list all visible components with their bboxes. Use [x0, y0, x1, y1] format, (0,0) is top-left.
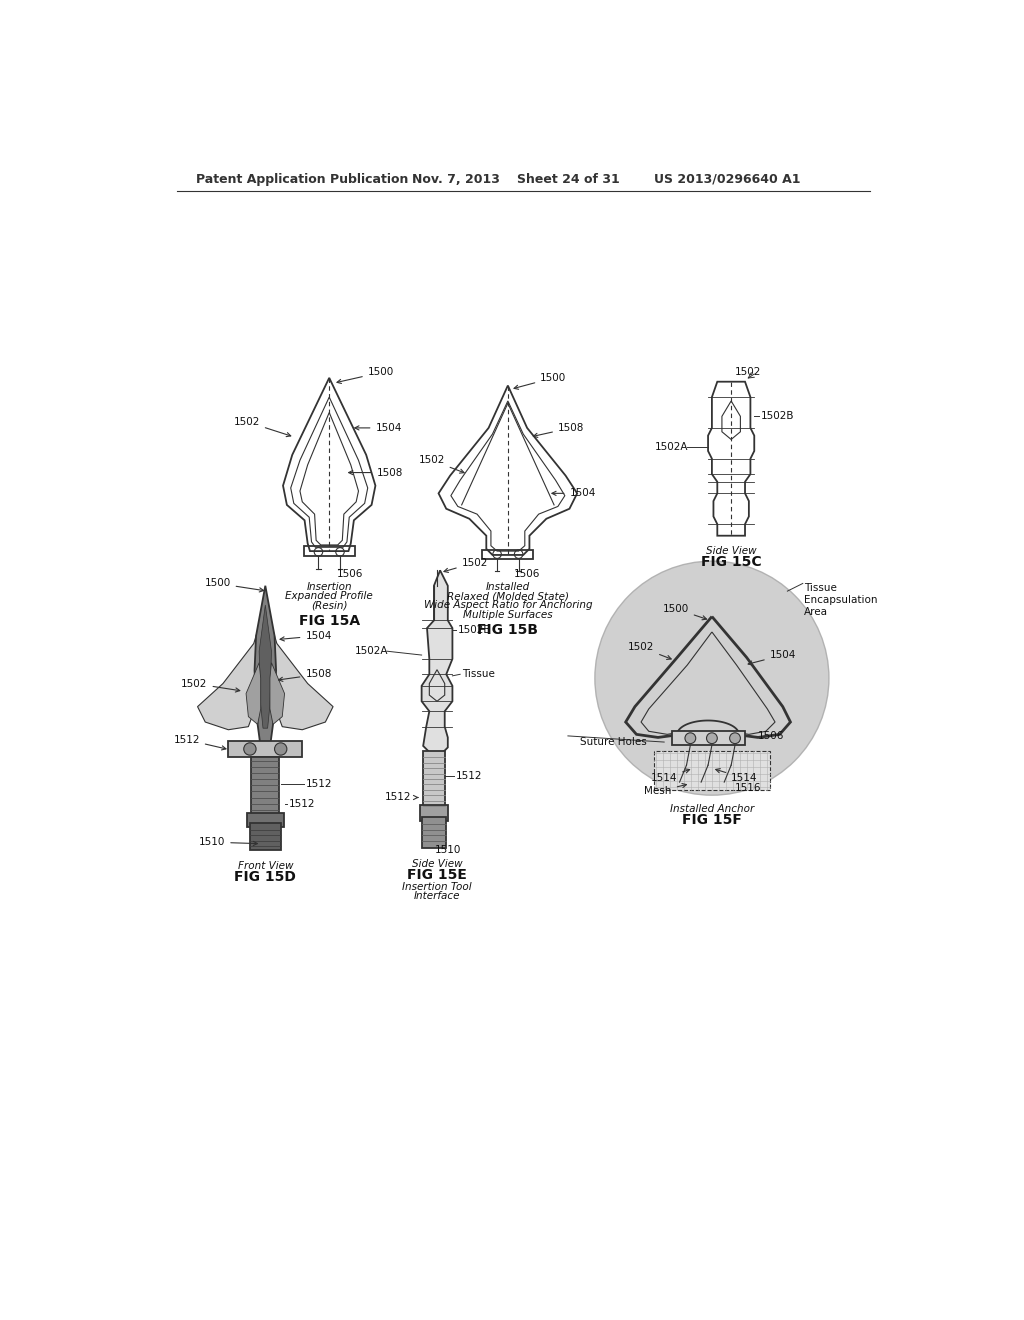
Text: 1508: 1508 [534, 422, 585, 437]
Text: 1502B: 1502B [761, 412, 794, 421]
Text: 1508: 1508 [279, 669, 332, 681]
Text: 1504: 1504 [354, 422, 401, 433]
Text: 1516: 1516 [735, 783, 762, 793]
Bar [247, 813, 284, 826]
Polygon shape [198, 605, 265, 730]
Text: 1508: 1508 [348, 467, 403, 478]
Text: FIG 15B: FIG 15B [477, 623, 539, 638]
Text: 1506: 1506 [337, 569, 364, 579]
Text: Suture Holes: Suture Holes [580, 737, 646, 747]
Text: 1506: 1506 [514, 569, 541, 579]
Text: Multiple Surfaces: Multiple Surfaces [463, 610, 553, 619]
Text: Front View: Front View [238, 861, 293, 871]
Bar [482, 549, 534, 558]
Text: Nov. 7, 2013: Nov. 7, 2013 [412, 173, 500, 186]
Text: Patent Application Publication: Patent Application Publication [196, 173, 409, 186]
Circle shape [730, 733, 740, 743]
Text: Sheet 24 of 31: Sheet 24 of 31 [517, 173, 620, 186]
Text: FIG 15A: FIG 15A [299, 614, 359, 628]
Bar [654, 751, 770, 789]
Text: Tissue: Tissue [462, 669, 495, 680]
Text: Relaxed (Molded State): Relaxed (Molded State) [446, 591, 569, 601]
Text: 1502: 1502 [419, 455, 464, 473]
Text: 1502: 1502 [628, 643, 671, 660]
Text: 1502B: 1502B [458, 624, 492, 635]
Bar [672, 731, 745, 744]
Text: Side View: Side View [412, 859, 462, 869]
Text: 1512: 1512 [385, 792, 418, 803]
Bar [304, 546, 354, 557]
Text: 1512: 1512 [305, 779, 332, 788]
Text: 1500: 1500 [337, 367, 394, 384]
Text: 1512: 1512 [289, 799, 315, 809]
Bar [422, 817, 446, 847]
Text: Expanded Profile: Expanded Profile [286, 591, 373, 601]
Text: Mesh: Mesh [644, 784, 686, 796]
Text: 1502: 1502 [735, 367, 762, 378]
Polygon shape [422, 570, 453, 754]
Text: Tissue
Encapsulation
Area: Tissue Encapsulation Area [804, 583, 878, 616]
Bar [423, 751, 444, 809]
Polygon shape [265, 605, 333, 730]
Text: 1514: 1514 [651, 770, 689, 783]
Text: FIG 15F: FIG 15F [682, 813, 741, 826]
Text: Installed: Installed [485, 582, 530, 591]
Text: 1510: 1510 [199, 837, 257, 847]
Bar [228, 741, 302, 758]
Circle shape [274, 743, 287, 755]
Text: Wide Aspect Ratio for Anchoring: Wide Aspect Ratio for Anchoring [424, 601, 592, 610]
Polygon shape [246, 663, 261, 725]
Text: 1510: 1510 [435, 845, 461, 855]
Text: 1504: 1504 [281, 631, 332, 642]
Text: FIG 15C: FIG 15C [700, 554, 762, 569]
Text: 1512: 1512 [456, 771, 482, 781]
Text: Insertion: Insertion [306, 582, 352, 591]
Circle shape [595, 561, 829, 795]
Circle shape [707, 733, 717, 743]
Text: 1500: 1500 [205, 578, 263, 591]
Text: Interface: Interface [414, 891, 460, 902]
Text: 1502A: 1502A [355, 647, 388, 656]
Text: FIG 15D: FIG 15D [234, 870, 296, 884]
Polygon shape [255, 586, 276, 747]
Text: 1502A: 1502A [655, 442, 689, 453]
Text: 1514: 1514 [716, 768, 758, 783]
Bar [420, 805, 447, 821]
Text: Insertion Tool: Insertion Tool [402, 882, 472, 892]
Text: (Resin): (Resin) [311, 601, 347, 610]
Bar [252, 756, 280, 817]
Text: 1500: 1500 [514, 372, 566, 389]
Text: 1502: 1502 [181, 678, 240, 692]
Text: 1504: 1504 [552, 488, 596, 499]
Text: 1512: 1512 [173, 735, 226, 750]
Text: 1506: 1506 [758, 731, 784, 741]
Circle shape [244, 743, 256, 755]
Text: 1502: 1502 [233, 417, 291, 437]
Bar [250, 822, 281, 850]
Polygon shape [259, 605, 271, 729]
Text: FIG 15E: FIG 15E [408, 869, 467, 882]
Text: 1502: 1502 [444, 557, 488, 573]
Polygon shape [270, 663, 285, 725]
Text: Side View: Side View [706, 545, 757, 556]
Text: US 2013/0296640 A1: US 2013/0296640 A1 [654, 173, 801, 186]
Text: 1500: 1500 [663, 603, 707, 620]
Text: 1504: 1504 [749, 649, 796, 665]
Text: Installed Anchor: Installed Anchor [670, 804, 754, 813]
Circle shape [685, 733, 695, 743]
